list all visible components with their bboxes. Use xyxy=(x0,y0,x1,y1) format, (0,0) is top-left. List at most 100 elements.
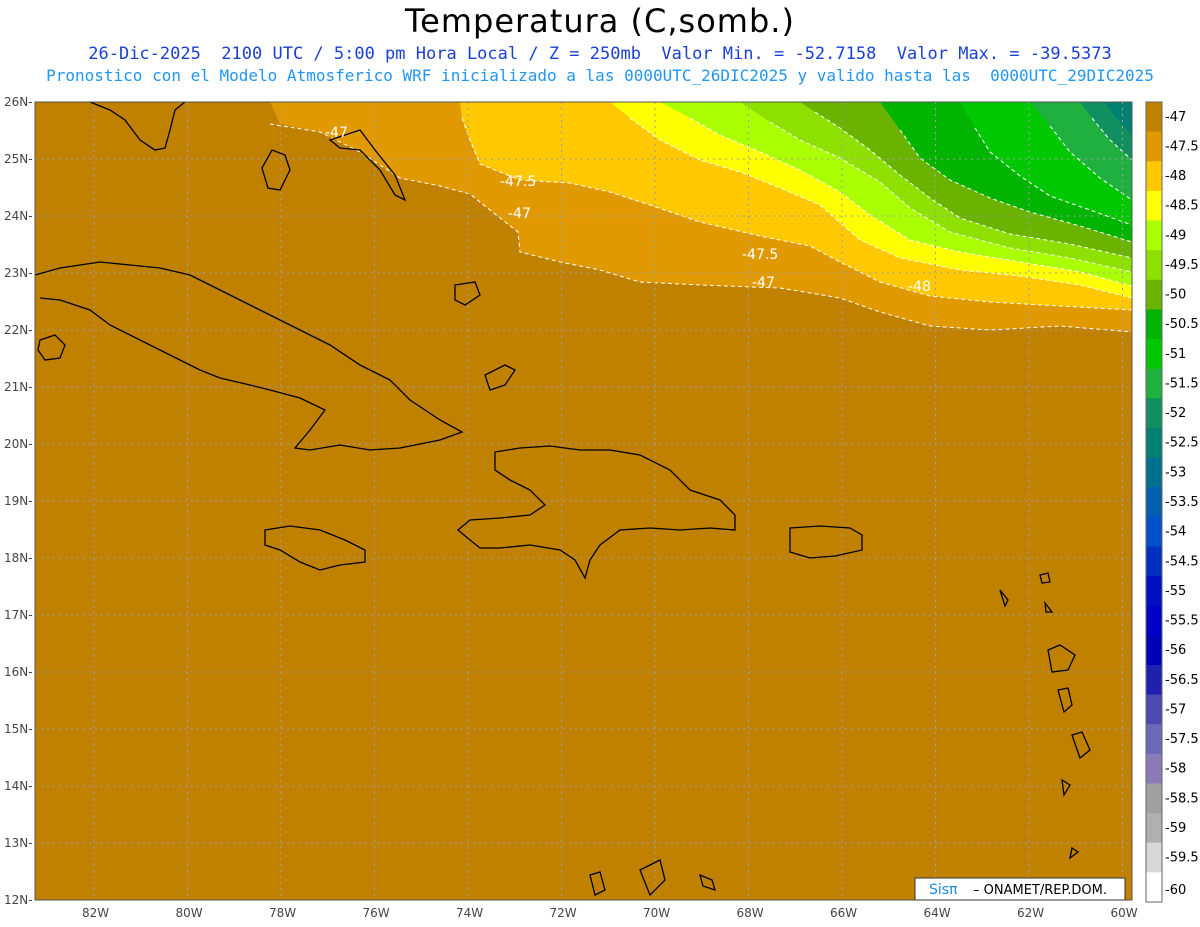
colorbar-label: -52.5 xyxy=(1165,436,1199,451)
jamaica-coast xyxy=(264,525,366,571)
lat-tick-label: 19N- xyxy=(4,494,33,508)
colorbar-label: -54.5 xyxy=(1165,554,1199,569)
lon-tick-label: 64W xyxy=(924,906,951,920)
colorbar-label: -48.5 xyxy=(1165,199,1199,214)
lat-tick-label: 21N- xyxy=(4,380,33,394)
colorbar-label: -50.5 xyxy=(1165,317,1199,332)
contour-label: -47.5 xyxy=(742,247,778,263)
colorbar-swatch xyxy=(1146,576,1162,607)
isla-juventud-coast xyxy=(37,334,66,361)
colorbar-label: -56 xyxy=(1165,643,1186,658)
colorbar-label: -47 xyxy=(1165,110,1186,125)
lat-tick-label: 14N- xyxy=(4,779,33,793)
lat-tick-label: 23N- xyxy=(4,266,33,280)
colorbar-label: -49 xyxy=(1165,228,1186,243)
lat-tick-label: 16N- xyxy=(4,665,33,679)
colorbar-swatch xyxy=(1146,783,1162,814)
contour-label: -48 xyxy=(908,279,931,295)
lon-tick-label: 68W xyxy=(737,906,764,920)
lat-tick-label: 22N- xyxy=(4,323,33,337)
map-frame xyxy=(34,101,1133,901)
turks-coast xyxy=(484,364,516,391)
lat-tick-label: 13N- xyxy=(4,836,33,850)
colorbar-swatch xyxy=(1146,339,1162,370)
lat-tick-label: 17N- xyxy=(4,608,33,622)
colorbar-label: -49.5 xyxy=(1165,258,1199,273)
colorbar-swatch xyxy=(1146,694,1162,725)
lat-tick-label: 24N- xyxy=(4,209,33,223)
colorbar-swatch xyxy=(1146,842,1162,873)
puerto-rico-coast xyxy=(789,525,863,559)
sispi-logo-text: Sisπ xyxy=(929,882,958,898)
bahamas-islands-coast xyxy=(328,129,407,202)
colorbar-swatch xyxy=(1146,487,1162,518)
colorbar-label: -60 xyxy=(1165,883,1186,898)
bahamas-andros-coast xyxy=(261,149,291,191)
colorbar-labels: -47 -47.5 -48 -48.5 -49 -49.5 -50 -50.5 -51 -51.5… xyxy=(1165,110,1199,898)
colorbar-label: -59 xyxy=(1165,821,1186,836)
contour-lines xyxy=(269,111,1133,333)
model-info-line: Pronostico con el Modelo Atmosferico WRF… xyxy=(46,66,1154,85)
colorbar-swatch xyxy=(1146,190,1162,222)
colorbar-swatch xyxy=(1146,457,1162,488)
colorbar-label: -57 xyxy=(1165,702,1186,717)
longitude-labels: 82W 80W 78W 76W 74W 72W 70W 68W 66W 64W 62W 60W xyxy=(82,906,1138,920)
contour-label: -47 xyxy=(508,206,531,222)
colorbar-swatch xyxy=(1146,546,1162,577)
lat-tick-label: 25N- xyxy=(4,152,33,166)
credit-box xyxy=(914,877,1126,901)
contour-label-group: -47 -47.5 -47 -47.5 -47 -48 xyxy=(325,125,931,295)
lat-tick-label: 20N- xyxy=(4,437,33,451)
colorbar-swatch xyxy=(1146,724,1162,755)
colorbar-label: -57.5 xyxy=(1165,732,1199,747)
colorbar-label: -48 xyxy=(1165,169,1186,184)
colorbar-swatch xyxy=(1146,872,1162,903)
lat-tick-label: 15N- xyxy=(4,722,33,736)
colorbar-label: -51 xyxy=(1165,347,1186,362)
small-islands-coast xyxy=(639,572,1080,897)
contour-label: -47 xyxy=(752,275,775,291)
hispaniola-coast xyxy=(456,445,736,580)
lon-tick-label: 76W xyxy=(363,906,390,920)
colorbar-swatch xyxy=(1146,220,1162,251)
colorbar-swatch xyxy=(1146,131,1162,162)
colorbar-swatch xyxy=(1146,635,1162,666)
colorbar-swatch xyxy=(1146,102,1162,133)
lon-tick-label: 82W xyxy=(82,906,109,920)
cuba-coast xyxy=(34,261,464,451)
guadeloupe-coast xyxy=(1047,644,1076,673)
lat-tick-label: 26N- xyxy=(4,95,33,109)
contour-label: -47.5 xyxy=(500,174,536,190)
lon-tick-label: 74W xyxy=(456,906,483,920)
colorbar-swatch xyxy=(1146,605,1162,636)
florida-coast xyxy=(89,101,186,151)
coastlines xyxy=(34,101,1091,897)
colorbar-swatch xyxy=(1146,368,1162,399)
lat-tick-label: 18N- xyxy=(4,551,33,565)
colorbar-swatch xyxy=(1146,161,1162,192)
martinique-coast xyxy=(1057,687,1073,714)
lat-tick-label: 12N- xyxy=(4,893,33,907)
colorbar-label: -58 xyxy=(1165,762,1186,777)
lon-tick-label: 60W xyxy=(1111,906,1138,920)
colorbar-label: -55 xyxy=(1165,584,1186,599)
map-title: Temperatura (C,somb.) xyxy=(405,2,795,40)
colorbar-swatch xyxy=(1146,427,1162,459)
colorbar-label: -54 xyxy=(1165,525,1186,540)
colorbar-swatch xyxy=(1146,813,1162,844)
colorbar-label: -51.5 xyxy=(1165,376,1199,391)
colorbar-label: -55.5 xyxy=(1165,614,1199,629)
colorbar-label: -53.5 xyxy=(1165,495,1199,510)
colorbar-swatch xyxy=(1146,398,1162,429)
colorbar-swatch xyxy=(1146,516,1162,547)
forecast-info-line: 26-Dic-2025 2100 UTC / 5:00 pm Hora Loca… xyxy=(88,44,1112,64)
bahamas-south-coast xyxy=(454,281,481,306)
colorbar-frame xyxy=(1145,101,1163,903)
lon-tick-label: 70W xyxy=(643,906,670,920)
colorbar-swatch xyxy=(1146,753,1162,784)
lon-tick-label: 80W xyxy=(176,906,203,920)
colorbar-swatch xyxy=(1146,664,1162,696)
band-52-5 xyxy=(1105,102,1132,135)
colorbar-swatch xyxy=(1146,250,1162,281)
